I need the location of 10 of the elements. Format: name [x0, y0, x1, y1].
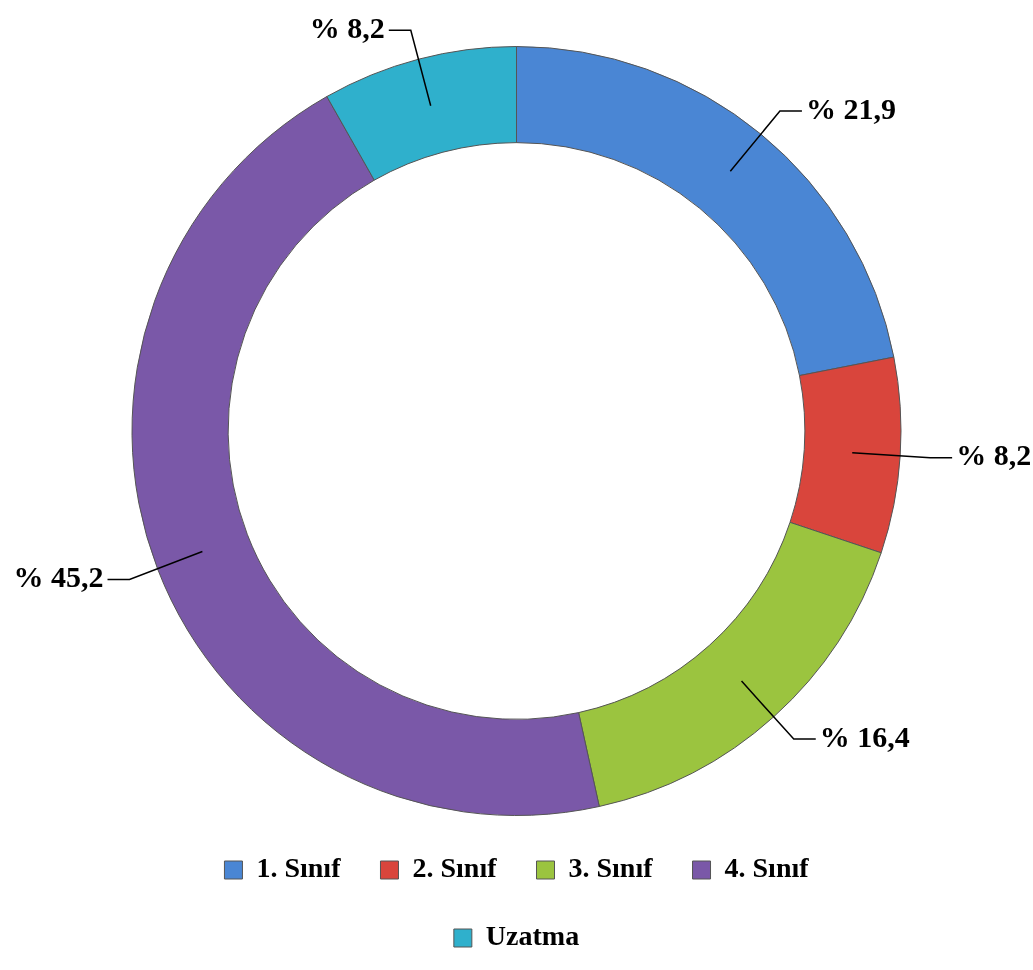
- data-label: % 8,2: [309, 10, 385, 44]
- data-label: % 8,2: [956, 438, 1032, 472]
- legend-label: 2. Sınıf: [412, 852, 498, 884]
- data-label: % 16,4: [819, 719, 910, 753]
- legend-label: 3. Sınıf: [568, 852, 654, 884]
- legend-label: 4. Sınıf: [724, 852, 810, 884]
- legend-label: Uzatma: [485, 920, 580, 952]
- data-label: % 45,2: [13, 560, 104, 594]
- legend-label: 1. Sınıf: [256, 852, 342, 884]
- data-label: % 21,9: [805, 91, 896, 125]
